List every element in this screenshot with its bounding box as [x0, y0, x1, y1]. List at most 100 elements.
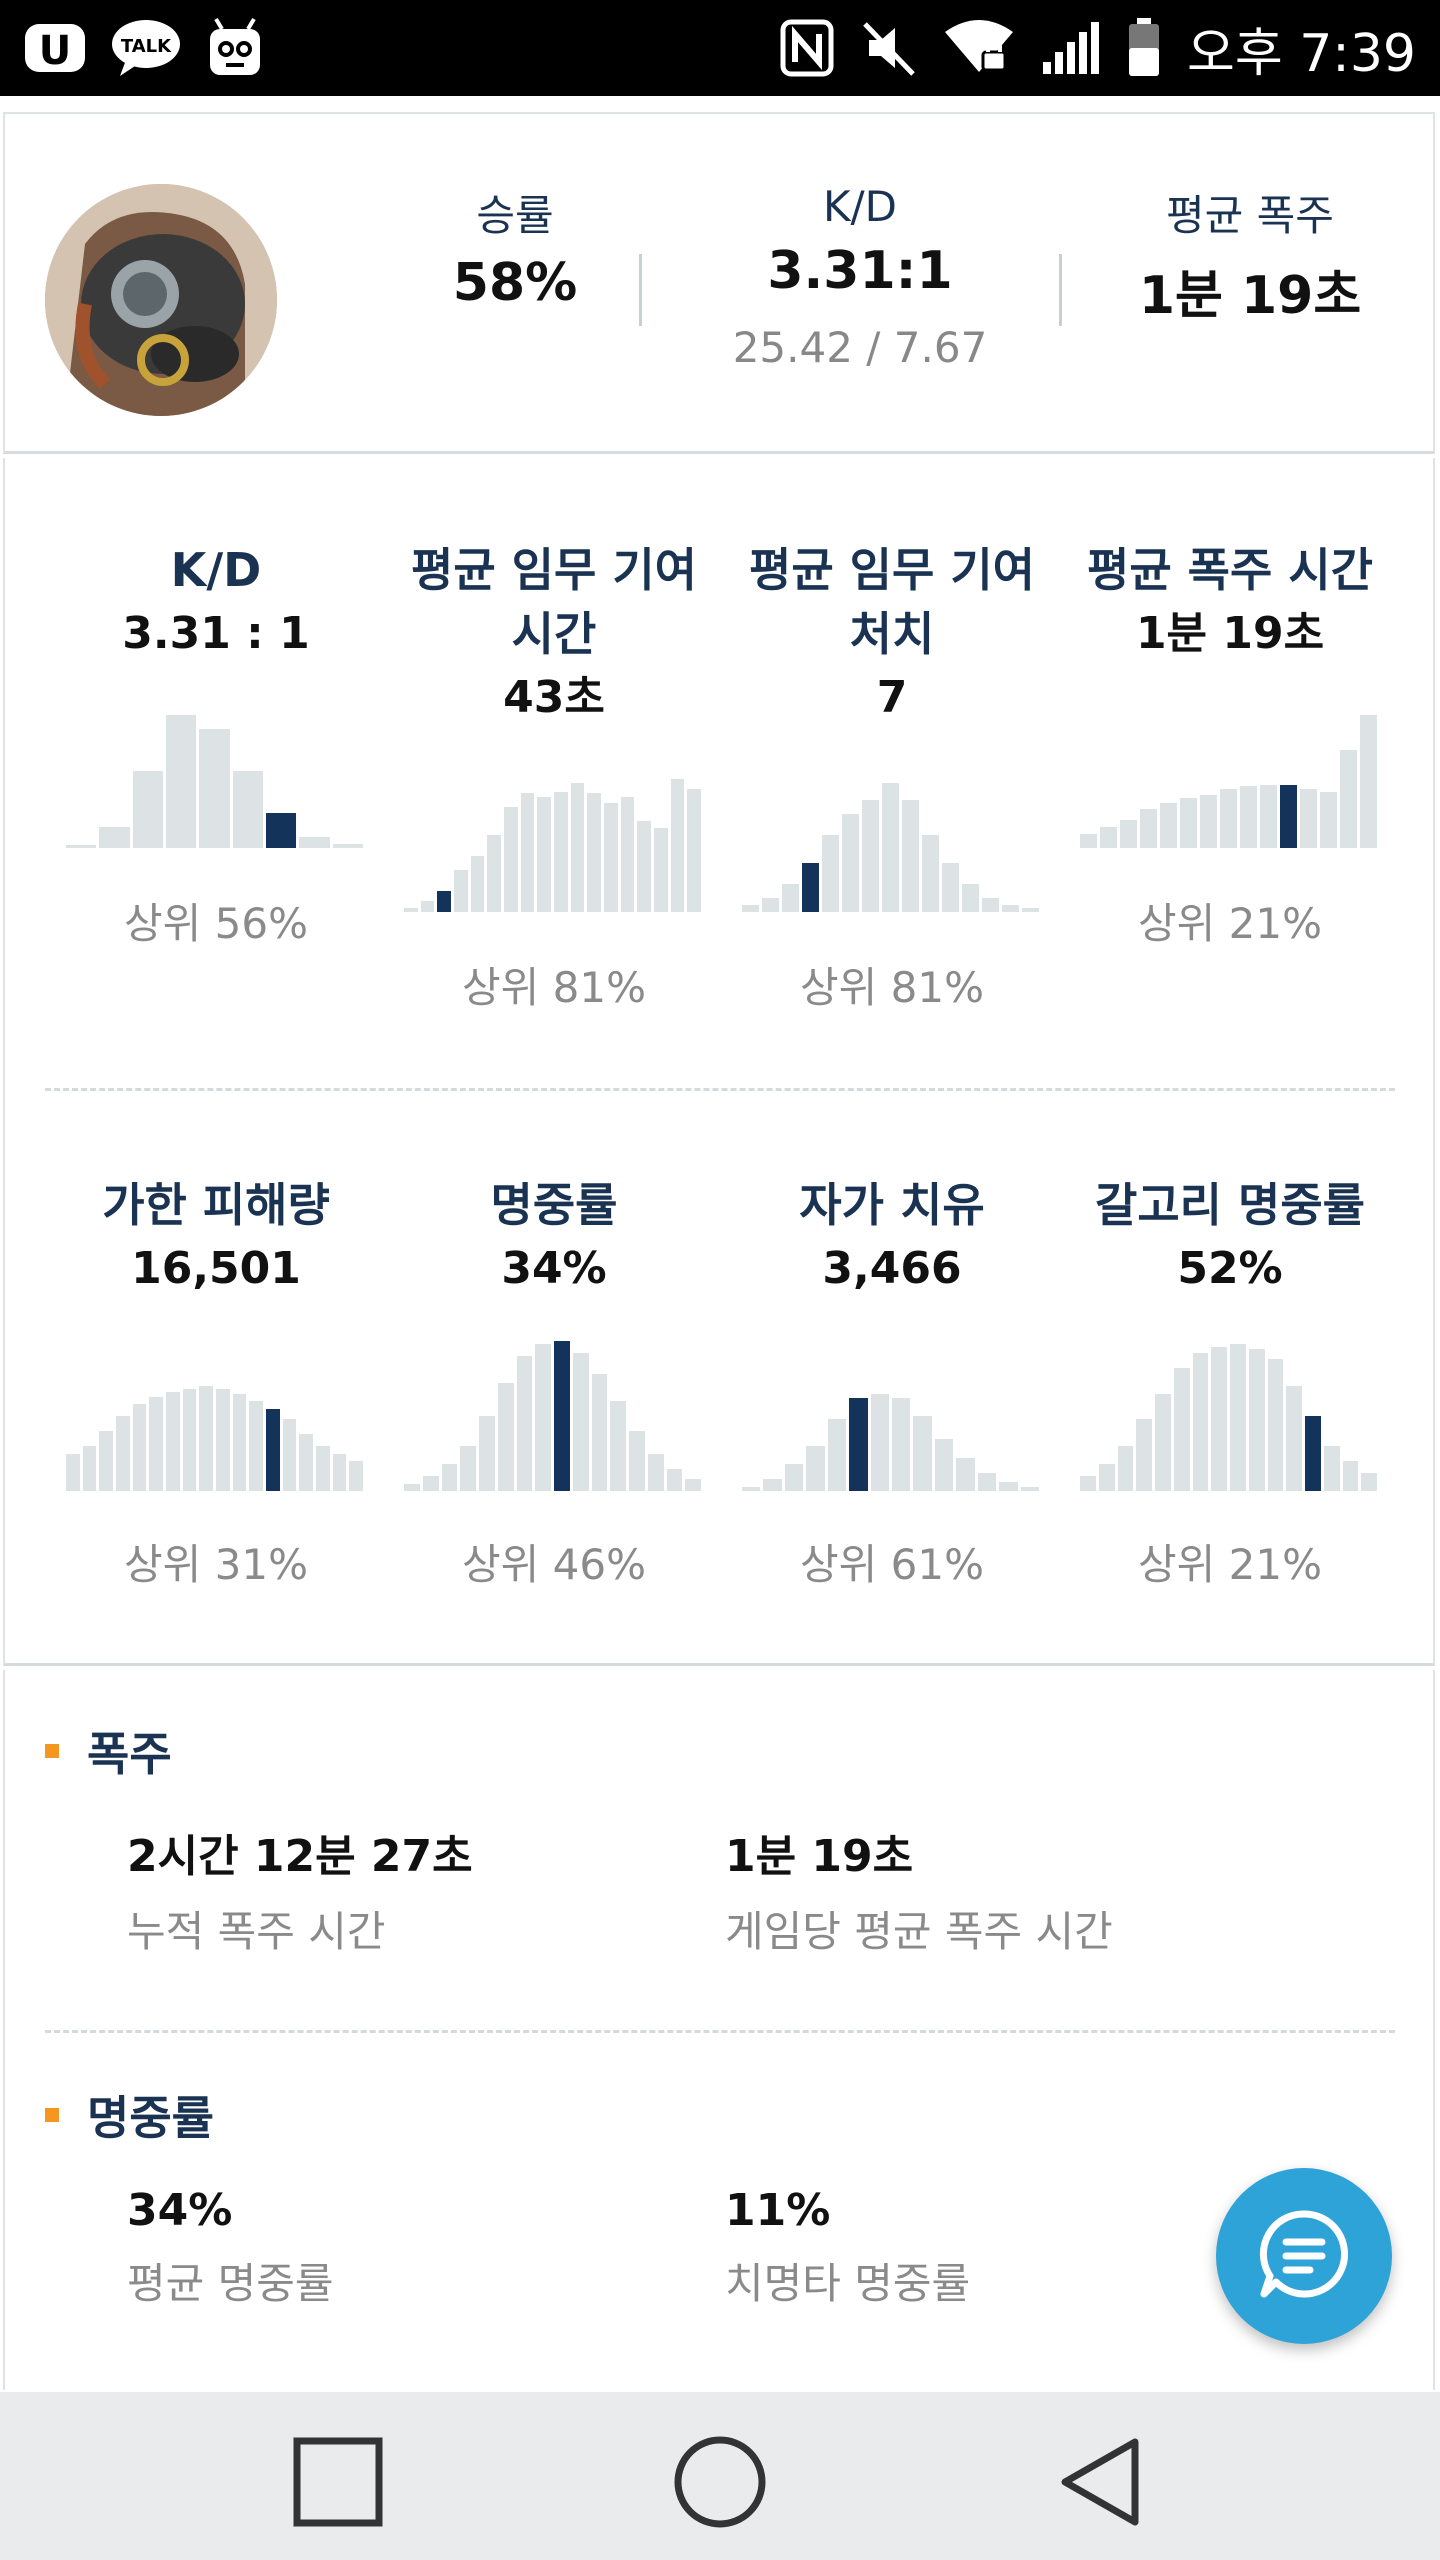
- histogram-bar: [404, 907, 418, 912]
- mute-icon: [861, 18, 917, 78]
- distribution-histogram: [389, 1341, 719, 1491]
- histogram-bar: [1160, 803, 1177, 848]
- distribution-histogram: [727, 772, 1057, 912]
- hero-avatar[interactable]: [45, 184, 277, 416]
- histogram-bar: [922, 835, 939, 912]
- histogram-bar: [902, 800, 919, 912]
- histogram-bar: [842, 814, 859, 912]
- stat-value: 1분 19초: [1138, 266, 1362, 326]
- back-icon[interactable]: [1050, 2432, 1150, 2532]
- histogram-bar-current: [1305, 1416, 1321, 1491]
- histogram-bar: [934, 1438, 954, 1491]
- histogram-bar: [404, 1483, 420, 1491]
- stat-cell-rank: 상위 61%: [800, 1540, 984, 1589]
- histogram-bar: [535, 1344, 551, 1491]
- stat-cell-rank: 상위 56%: [124, 899, 308, 948]
- stat-value: 58%: [452, 253, 578, 313]
- histogram-bar: [962, 884, 979, 912]
- stat-cell-value: 34%: [501, 1243, 607, 1294]
- histogram-bar-current: [554, 1341, 570, 1491]
- histogram-bar-current: [802, 863, 819, 912]
- stat-cell-title: K/D: [170, 543, 262, 597]
- clock: 오후 7:39: [1187, 23, 1416, 84]
- stat-cell-title: 평균 임무 기여 처치: [749, 543, 1035, 661]
- histogram-bar: [647, 1453, 664, 1491]
- histogram-bar-current: [266, 813, 297, 848]
- histogram-bar: [99, 1431, 113, 1491]
- stat-cell-damage[interactable]: 가한 피해량 16,501 상위 31%: [51, 1173, 381, 1592]
- histogram-bar: [166, 1392, 180, 1491]
- stat-cell-kd[interactable]: K/D 3.31 : 1 상위 56%: [51, 538, 381, 951]
- histogram-bar: [1140, 808, 1157, 848]
- avg-rampage-stat: 평균 폭주 1분 19초: [1115, 182, 1385, 328]
- histogram-bar: [199, 729, 230, 848]
- histogram-bar: [1100, 827, 1117, 848]
- stat-cell-rampage-time[interactable]: 평균 폭주 시간 1분 19초 상위 21%: [1065, 538, 1395, 951]
- win-rate-stat: 승률 58%: [415, 182, 615, 313]
- stat-cell-objective-time[interactable]: 평균 임무 기여 시간 43초 상위 81%: [389, 538, 719, 1015]
- histogram-bar: [654, 828, 668, 912]
- histogram-bar: [806, 1446, 825, 1491]
- histogram-bar: [349, 1461, 363, 1491]
- section-title-accuracy: 명중률: [45, 2082, 214, 2148]
- histogram-bar: [504, 807, 518, 912]
- chat-fab-button[interactable]: [1216, 2168, 1392, 2344]
- crit-accuracy: 11% 치명타 명중률: [725, 2185, 970, 2311]
- histogram-bar-current: [1280, 785, 1297, 848]
- detail-desc: 치명타 명중률: [725, 2259, 971, 2308]
- stat-cell-hook-accuracy[interactable]: 갈고리 명중률 52% 상위 21%: [1065, 1173, 1395, 1592]
- stat-cell-title: 평균 폭주 시간: [1087, 543, 1373, 597]
- histogram-bar: [742, 1486, 761, 1491]
- histogram-bar: [232, 1393, 247, 1491]
- stat-sub: 25.42 / 7.67: [732, 323, 988, 372]
- stat-label: K/D: [822, 182, 898, 231]
- stats-card: K/D 3.31 : 1 상위 56% 평균 임무 기여 시간 43초 상위 8…: [3, 458, 1435, 1666]
- nfc-icon: [779, 18, 835, 78]
- histogram-bar: [763, 1479, 782, 1491]
- histogram-bar: [1211, 1347, 1227, 1491]
- histogram-bar: [784, 1464, 804, 1491]
- recent-apps-icon[interactable]: [288, 2432, 388, 2532]
- divider: [1059, 254, 1062, 326]
- avg-accuracy: 34% 평균 명중률: [127, 2185, 334, 2311]
- histogram-bar: [454, 870, 468, 912]
- histogram-bar: [956, 1458, 975, 1491]
- histogram-bar: [282, 1419, 297, 1491]
- histogram-bar: [1240, 786, 1257, 848]
- histogram-bar: [1340, 750, 1357, 848]
- stat-cell-self-healing[interactable]: 자가 치유 3,466 상위 61%: [727, 1173, 1057, 1592]
- histogram-bar: [99, 827, 130, 848]
- histogram-bar: [620, 797, 635, 912]
- histogram-bar: [332, 843, 363, 848]
- stat-cell-objective-kills[interactable]: 평균 임무 기여 처치 7 상위 81%: [727, 538, 1057, 1015]
- stat-cell-accuracy[interactable]: 명중률 34% 상위 46%: [389, 1173, 719, 1592]
- histogram-bar: [537, 797, 551, 912]
- home-icon[interactable]: [670, 2432, 770, 2532]
- talk-text: TALK: [121, 36, 172, 57]
- histogram-bar: [1080, 834, 1097, 848]
- section-title-text: 명중률: [87, 2091, 214, 2145]
- histogram-bar: [82, 1446, 97, 1491]
- histogram-bar: [1220, 789, 1237, 848]
- histogram-bar: [1342, 1461, 1359, 1491]
- stat-cell-rank: 상위 31%: [124, 1540, 308, 1589]
- histogram-bar: [762, 898, 779, 912]
- stat-cell-title: 가한 피해량: [102, 1178, 330, 1232]
- histogram-bar: [1136, 1419, 1152, 1491]
- histogram-bar: [1002, 905, 1019, 912]
- dashed-divider: [45, 1088, 1395, 1091]
- histogram-bar: [782, 884, 799, 912]
- stat-cell-rank: 상위 81%: [800, 963, 984, 1012]
- histogram-bar: [1192, 1353, 1209, 1491]
- histogram-bar: [1230, 1344, 1246, 1491]
- status-bar: U TALK: [0, 0, 1440, 96]
- stat-label: 승률: [476, 191, 554, 240]
- histogram-bar: [420, 900, 435, 912]
- histogram-bar: [913, 1416, 932, 1491]
- profile-card: 승률 58% K/D 3.31:1 25.42 / 7.67 평균 폭주 1분 …: [3, 112, 1435, 454]
- histogram-bar: [1320, 792, 1337, 848]
- histogram-bar-current: [849, 1398, 868, 1491]
- histogram-bar: [422, 1476, 439, 1491]
- histogram-bar: [132, 771, 163, 848]
- histogram-bar: [1155, 1393, 1171, 1491]
